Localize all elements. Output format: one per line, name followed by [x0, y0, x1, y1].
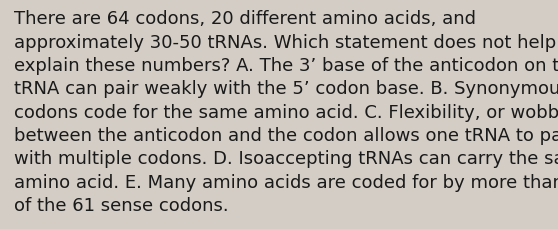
- Text: There are 64 codons, 20 different amino acids, and
approximately 30-50 tRNAs. Wh: There are 64 codons, 20 different amino …: [14, 10, 558, 214]
